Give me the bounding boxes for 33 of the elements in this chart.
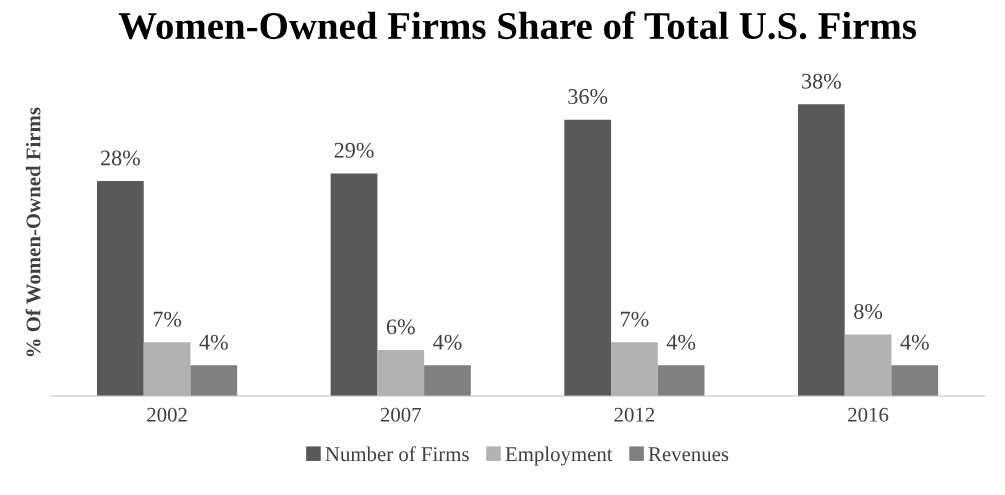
bar (96, 181, 144, 396)
data-label: 8% (854, 303, 883, 320)
data-label: 4% (666, 334, 696, 350)
bar (377, 349, 425, 396)
legend-label: Employment (505, 446, 613, 466)
chart-title: Women-Owned Firms Share of Total U.S. Firms (118, 11, 917, 40)
data-label: 29% (334, 142, 374, 158)
data-label: 7% (621, 311, 649, 327)
x-tick-label: 2012 (614, 407, 655, 422)
data-label: 7% (153, 311, 182, 327)
data-label: 36% (568, 89, 608, 105)
bar (330, 173, 378, 396)
legend-label: Number of Firms (325, 446, 469, 462)
bar (657, 365, 705, 396)
data-label: 28% (100, 150, 140, 166)
bar (891, 365, 939, 396)
x-tick-label: 2002 (147, 407, 187, 422)
data-label: 4% (433, 334, 462, 350)
bar (844, 334, 892, 396)
bar (797, 104, 845, 396)
data-label: 38% (802, 73, 841, 89)
data-label: 6% (386, 319, 415, 335)
data-label: 4% (199, 334, 228, 350)
bar (143, 342, 191, 396)
legend-label: Revenues (648, 447, 729, 462)
bar (611, 342, 658, 396)
y-axis-title: % Of Women-Owned Firms (25, 107, 41, 357)
bar (424, 365, 471, 396)
x-tick-label: 2007 (380, 407, 421, 422)
bar (190, 365, 238, 396)
data-label: 4% (900, 334, 929, 350)
x-tick-label: 2016 (848, 407, 889, 422)
bar (564, 119, 612, 396)
